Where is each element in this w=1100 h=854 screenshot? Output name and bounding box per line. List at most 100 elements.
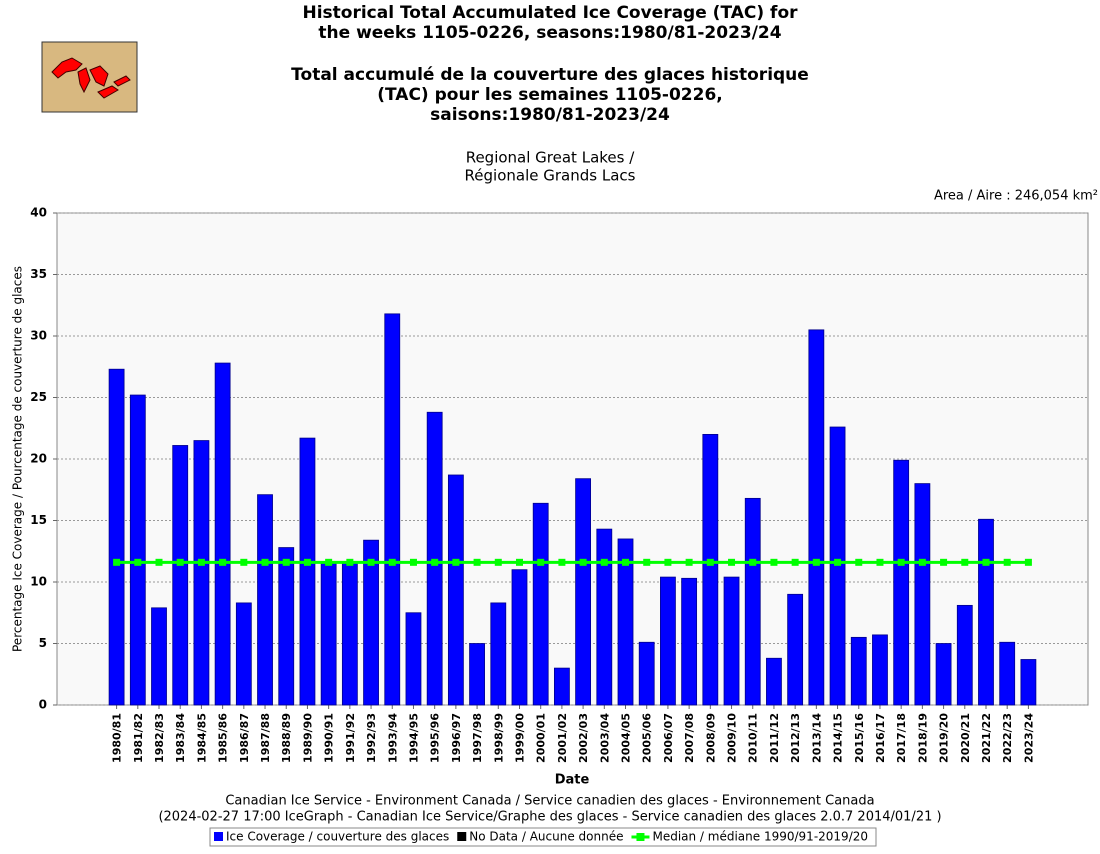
bar — [320, 561, 337, 706]
median-marker — [452, 558, 460, 566]
median-marker — [240, 558, 248, 566]
bar — [575, 478, 592, 706]
bar — [829, 426, 846, 706]
x-tick-label: 2011/12 — [768, 713, 781, 763]
bar — [426, 411, 443, 706]
bar — [341, 561, 358, 706]
bar — [914, 483, 931, 706]
bar — [723, 576, 740, 706]
y-tick-label: 25 — [30, 390, 47, 404]
x-tick-label: 1988/89 — [280, 713, 293, 763]
x-tick-label: 1995/96 — [429, 713, 442, 763]
legend-label: Median / médiane 1990/91-2019/20 — [652, 830, 868, 844]
median-marker — [982, 558, 990, 566]
bar — [978, 518, 994, 706]
median-marker — [388, 558, 396, 566]
x-tick-label: 2001/02 — [556, 713, 569, 763]
x-tick-label: 1992/93 — [365, 713, 378, 763]
bar — [363, 539, 379, 706]
median-marker — [812, 558, 820, 566]
y-tick-label: 0 — [39, 698, 47, 712]
map-logo — [41, 41, 138, 113]
x-tick-label: 2020/21 — [959, 713, 972, 763]
x-tick-label: 2006/07 — [662, 713, 675, 763]
median-marker — [940, 558, 948, 566]
bar — [532, 502, 549, 706]
y-axis-label: Percentage Ice Coverage / Pourcentage de… — [11, 266, 25, 652]
median-marker — [176, 558, 184, 566]
median-marker — [303, 558, 311, 566]
legend-box — [209, 827, 877, 847]
y-tick-label: 5 — [39, 636, 47, 650]
bar — [744, 497, 761, 706]
bar — [808, 329, 825, 706]
median-marker — [834, 558, 842, 566]
bar — [405, 612, 422, 706]
bar — [956, 604, 973, 706]
median-marker — [876, 558, 884, 566]
median-marker — [685, 558, 693, 566]
x-tick-label: 1987/88 — [259, 713, 272, 763]
x-axis-label: Date — [555, 773, 590, 788]
y-tick-label: 15 — [30, 513, 47, 527]
bar — [617, 538, 634, 706]
x-tick-label: 1989/90 — [301, 713, 314, 763]
median-marker — [1003, 558, 1011, 566]
bar — [850, 636, 867, 706]
median-marker — [749, 558, 757, 566]
bar — [278, 547, 295, 706]
x-tick-label: 1980/81 — [111, 713, 124, 763]
median-marker — [600, 558, 608, 566]
footer: (2024-02-27 17:00 IceGraph - Canadian Ic… — [158, 810, 941, 825]
bar — [872, 634, 888, 706]
bar — [129, 394, 146, 706]
x-tick-label: 2000/01 — [535, 713, 548, 763]
chart-title: Historical Total Accumulated Ice Coverag… — [302, 3, 798, 23]
y-tick-label: 20 — [30, 452, 47, 466]
x-tick-label: 1984/85 — [195, 713, 208, 763]
median-marker — [664, 558, 672, 566]
bar — [235, 602, 252, 706]
bar — [172, 445, 189, 706]
x-tick-label: 1997/98 — [471, 713, 484, 763]
area-label: Area / Aire : 246,054 km² — [934, 189, 1098, 204]
x-tick-label: 2021/22 — [980, 713, 993, 763]
x-tick-label: 2012/13 — [789, 713, 802, 763]
median-marker — [494, 558, 502, 566]
y-tick-label: 40 — [30, 206, 47, 220]
x-tick-label: 2004/05 — [620, 713, 633, 763]
legend-label: Ice Coverage / couverture des glaces — [226, 830, 449, 844]
median-marker — [622, 558, 630, 566]
median-marker — [579, 558, 587, 566]
bar — [384, 313, 401, 706]
x-tick-label: 2015/16 — [853, 713, 866, 763]
median-marker — [918, 558, 926, 566]
x-tick-label: 2009/10 — [726, 713, 739, 763]
subtitle: Regional Great Lakes / — [466, 149, 636, 167]
bar — [553, 667, 570, 706]
x-tick-label: 2014/15 — [832, 713, 845, 763]
bar — [660, 576, 676, 706]
median-marker — [1024, 558, 1032, 566]
median-marker — [961, 558, 969, 566]
subtitle: Régionale Grands Lacs — [465, 167, 636, 185]
bar — [596, 528, 613, 706]
median-marker — [855, 558, 863, 566]
x-tick-label: 2022/23 — [1001, 713, 1014, 763]
bar — [893, 459, 910, 706]
median-marker — [791, 558, 799, 566]
x-tick-label: 2002/03 — [577, 713, 590, 763]
median-marker — [261, 558, 269, 566]
x-tick-label: 2019/20 — [938, 713, 951, 763]
bar — [447, 474, 464, 706]
x-tick-label: 2016/17 — [874, 713, 887, 763]
bar — [638, 641, 655, 706]
median-marker — [643, 558, 651, 566]
median-marker — [197, 558, 205, 566]
bar — [299, 437, 316, 706]
x-tick-label: 1994/95 — [407, 713, 420, 763]
x-tick-label: 1981/82 — [132, 713, 145, 763]
y-tick-label: 35 — [30, 267, 47, 281]
median-marker — [113, 558, 121, 566]
